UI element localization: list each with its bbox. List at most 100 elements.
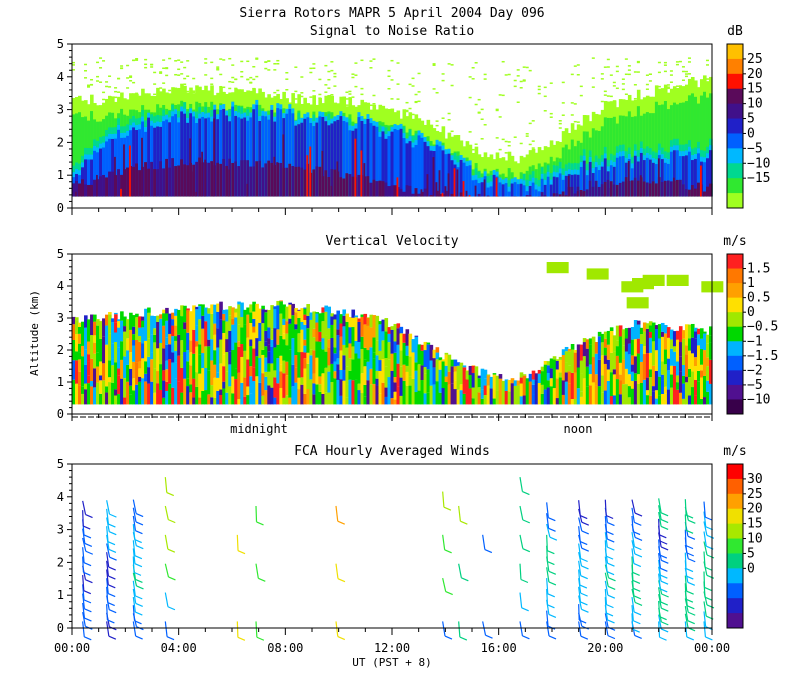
velocity-cell xyxy=(255,395,259,405)
snr-speckle xyxy=(612,85,616,87)
velocity-cell xyxy=(237,341,241,347)
velocity-cell xyxy=(258,382,262,405)
snr-streak xyxy=(213,118,216,197)
snr-column xyxy=(402,138,407,197)
velocity-cell xyxy=(414,370,419,393)
wind-barb xyxy=(578,526,581,542)
velocity-cell xyxy=(285,345,289,362)
velocity-cell xyxy=(243,350,247,378)
velocity-cell xyxy=(261,305,265,310)
snr-speckle xyxy=(603,90,607,93)
snr-column xyxy=(87,184,91,197)
velocity-cell xyxy=(570,372,575,400)
velocity-cell xyxy=(393,382,398,392)
snr-speckle xyxy=(525,66,529,69)
velocity-cell xyxy=(246,386,250,396)
snr-column xyxy=(621,181,626,197)
snr-column xyxy=(126,167,130,197)
velocity-cell xyxy=(423,350,428,368)
velocity-cell xyxy=(372,358,377,384)
wind-barb-flag xyxy=(581,547,589,552)
velocity-cell xyxy=(342,380,347,405)
velocity-cell xyxy=(336,329,341,336)
snr-column xyxy=(222,158,226,197)
snr-column xyxy=(696,182,701,197)
snr-streak xyxy=(96,174,98,197)
snr-speckle xyxy=(210,61,214,64)
snr-column xyxy=(687,151,692,197)
wind-barb xyxy=(482,534,486,550)
wind-barb-flag xyxy=(459,636,468,641)
wind-barb-flag xyxy=(687,581,696,586)
wind-barb xyxy=(604,499,607,516)
snr-streak xyxy=(228,169,231,197)
snr-speckle xyxy=(573,103,577,105)
velocity-cell xyxy=(381,319,386,332)
velocity-cell xyxy=(606,330,611,345)
velocity-cell xyxy=(315,312,319,314)
snr-speckle xyxy=(570,102,574,104)
velocity-cell xyxy=(297,333,301,353)
snr-speckle xyxy=(360,87,364,90)
velocity-cell xyxy=(345,347,350,367)
velocity-cell xyxy=(501,380,506,388)
velocity-cell xyxy=(648,325,653,332)
snr-speckle xyxy=(72,64,76,66)
colorbar-label: 5 xyxy=(747,546,755,561)
velocity-cell xyxy=(336,379,341,405)
velocity-cell xyxy=(120,359,124,379)
velocity-cell xyxy=(387,359,392,378)
snr-column xyxy=(276,108,280,197)
wind-barb-flag xyxy=(659,554,668,559)
velocity-cell xyxy=(654,398,659,405)
velocity-cell xyxy=(630,388,635,405)
snr-speckle xyxy=(135,59,139,61)
velocity-cell xyxy=(471,373,476,388)
wind-barb-flag xyxy=(547,593,555,598)
velocity-cell xyxy=(612,395,617,405)
snr-speckle xyxy=(168,89,172,92)
velocity-cell xyxy=(363,366,368,385)
snr-speckle xyxy=(324,91,328,93)
velocity-cell xyxy=(516,385,521,405)
wind-barb xyxy=(578,595,583,610)
wind-barb-flag xyxy=(135,578,143,583)
snr-speckle xyxy=(579,94,583,97)
wind-barb-flag xyxy=(634,553,643,558)
wind-barb xyxy=(578,517,583,532)
wind-profile xyxy=(132,499,144,640)
velocity-cell xyxy=(321,321,325,339)
snr-speckle xyxy=(516,101,520,104)
velocity-cell xyxy=(426,344,431,370)
velocity-cell xyxy=(375,315,380,341)
snr-speckle xyxy=(549,112,553,115)
snr-speckle xyxy=(537,92,541,95)
velocity-cell xyxy=(666,370,671,390)
snr-speckle xyxy=(591,77,595,79)
y-tick-label: 5 xyxy=(57,457,64,471)
wind-barb-flag xyxy=(633,611,642,616)
wind-barb xyxy=(546,578,549,594)
velocity-cell xyxy=(189,311,193,334)
snr-streak xyxy=(120,188,122,197)
velocity-cell xyxy=(111,322,115,329)
velocity-cell xyxy=(351,380,356,405)
velocity-cell xyxy=(534,373,539,381)
velocity-cell xyxy=(345,384,350,398)
wind-barb-flag xyxy=(256,636,265,641)
velocity-cell xyxy=(132,361,136,379)
snr-column xyxy=(561,191,566,197)
velocity-cell xyxy=(591,382,596,405)
velocity-cell xyxy=(165,344,169,361)
velocity-cell xyxy=(255,376,259,396)
snr-column xyxy=(540,178,545,197)
velocity-cell xyxy=(186,332,190,351)
velocity-cell xyxy=(690,353,695,372)
velocity-cell xyxy=(84,315,88,328)
velocity-cell xyxy=(465,379,470,405)
velocity-cell xyxy=(213,323,217,335)
snr-speckle xyxy=(264,67,268,70)
velocity-cell xyxy=(93,342,97,354)
snr-column xyxy=(111,138,115,197)
wind-barb xyxy=(106,526,109,542)
